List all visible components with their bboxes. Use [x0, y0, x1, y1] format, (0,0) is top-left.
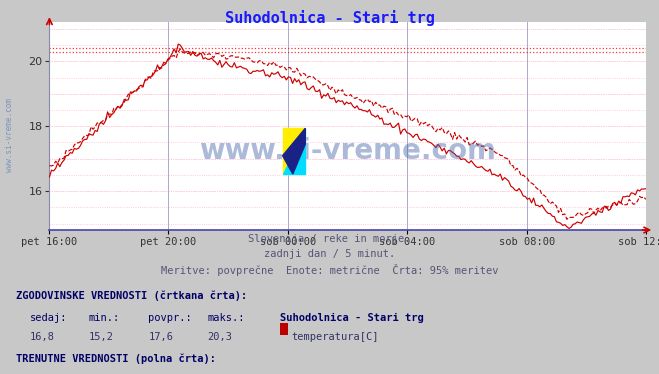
Text: zadnji dan / 5 minut.: zadnji dan / 5 minut. [264, 249, 395, 259]
Text: 17,6: 17,6 [148, 332, 173, 342]
Text: maks.:: maks.: [208, 313, 245, 323]
Text: Suhodolnica - Stari trg: Suhodolnica - Stari trg [225, 10, 434, 27]
Text: Suhodolnica - Stari trg: Suhodolnica - Stari trg [280, 313, 424, 323]
Text: 15,2: 15,2 [89, 332, 114, 342]
Text: sedaj:: sedaj: [30, 313, 67, 323]
Text: TRENUTNE VREDNOSTI (polna črta):: TRENUTNE VREDNOSTI (polna črta): [16, 354, 216, 364]
Text: Slovenija / reke in morje.: Slovenija / reke in morje. [248, 234, 411, 244]
Text: ZGODOVINSKE VREDNOSTI (črtkana črta):: ZGODOVINSKE VREDNOSTI (črtkana črta): [16, 291, 248, 301]
Polygon shape [283, 128, 305, 174]
Text: temperatura[C]: temperatura[C] [291, 332, 379, 342]
Text: 20,3: 20,3 [208, 332, 233, 342]
Polygon shape [283, 128, 305, 174]
Polygon shape [283, 128, 305, 174]
Bar [283, 128, 305, 174]
Text: min.:: min.: [89, 313, 120, 323]
Text: Meritve: povprečne  Enote: metrične  Črta: 95% meritev: Meritve: povprečne Enote: metrične Črta:… [161, 264, 498, 276]
Text: povpr.:: povpr.: [148, 313, 192, 323]
Text: www.si-vreme.com: www.si-vreme.com [199, 137, 496, 165]
Text: 16,8: 16,8 [30, 332, 55, 342]
Text: www.si-vreme.com: www.si-vreme.com [5, 98, 14, 172]
